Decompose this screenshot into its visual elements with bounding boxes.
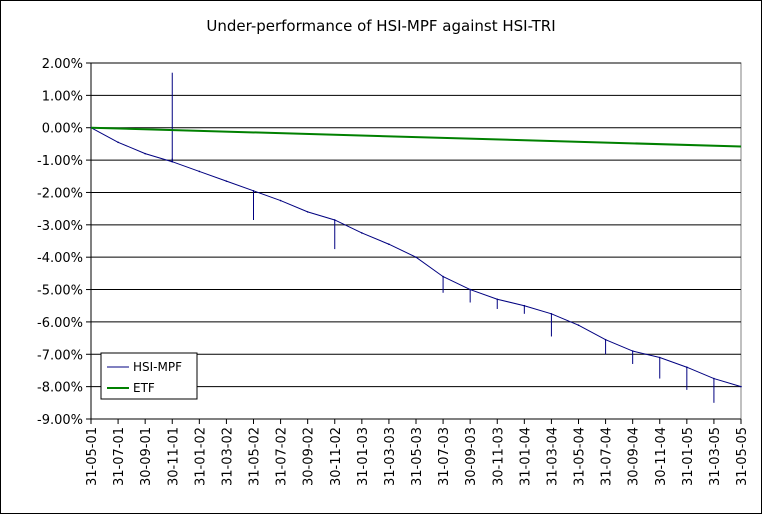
y-tick-label: -1.00% (37, 154, 83, 169)
y-tick-label: -6.00% (37, 316, 83, 331)
y-tick-label: -8.00% (37, 381, 83, 396)
series-point-hsi-mpf (144, 152, 146, 155)
legend-box (100, 352, 198, 400)
series-point-hsi-mpf (225, 180, 228, 182)
legend: HSI-MPF ETF (100, 352, 198, 400)
y-tick-label: -4.00% (37, 251, 83, 266)
series-point-hsi-mpf (415, 256, 417, 258)
series-point-hsi-mpf (117, 141, 119, 144)
y-tick-label: 1.00% (42, 89, 83, 104)
x-tick-label: 31-01-04 (518, 427, 533, 486)
x-tick-label: 30-11-02 (329, 427, 344, 486)
x-tick-label: 31-05-03 (410, 427, 425, 486)
series-point-hsi-mpf (388, 243, 390, 246)
series-group (90, 72, 742, 403)
x-tick-label: 31-03-04 (545, 427, 560, 486)
x-tick-label: 31-05-04 (573, 427, 588, 486)
x-tick-label: 30-11-01 (166, 427, 181, 486)
series-point-hsi-mpf (577, 324, 580, 326)
x-tick-label: 30-11-03 (491, 427, 506, 486)
series-point-hsi-mpf (306, 211, 309, 213)
legend-label-etf: ETF (133, 381, 155, 395)
x-tick-label: 31-07-04 (600, 427, 615, 486)
y-tick-label: -2.00% (37, 186, 83, 201)
axes: 2.00% 1.00% 0.00% -1.00% -2.00% -3.00% -4.00% -… (37, 57, 750, 486)
x-tick-label: 30-09-03 (464, 427, 479, 486)
y-tick-label: -7.00% (37, 348, 83, 363)
x-tick-label: 31-01-03 (356, 427, 371, 486)
x-tick-label: 31-05-02 (248, 427, 263, 486)
x-tick-label: 31-07-03 (437, 427, 452, 486)
series-point-hsi-mpf (361, 232, 363, 234)
y-tick-label: -5.00% (37, 284, 83, 299)
x-tick-label: 31-01-02 (193, 427, 208, 486)
y-tick-label: 2.00% (42, 57, 83, 72)
y-tick-label: -3.00% (37, 219, 83, 234)
x-tick-label: 30-09-02 (302, 427, 317, 486)
legend-label-hsi-mpf: HSI-MPF (133, 360, 182, 374)
x-tick-label: 31-03-03 (383, 427, 398, 486)
x-tick-label: 30-11-04 (654, 427, 669, 486)
x-tick-label: 30-09-04 (627, 427, 642, 486)
series-point-hsi-mpf (198, 170, 201, 173)
y-tick-label: 0.00% (42, 122, 83, 137)
series-point-hsi-mpf (740, 385, 742, 388)
y-tick-label: -9.00% (37, 413, 83, 428)
x-tick-label: 31-03-05 (708, 427, 723, 486)
x-tick-label: 31-05-05 (735, 427, 750, 486)
series-point-hsi-mpf (279, 199, 282, 202)
x-tick-label: 31-05-01 (85, 427, 100, 486)
x-tick-label: 31-01-05 (681, 427, 696, 486)
x-tick-label: 31-07-01 (112, 427, 127, 486)
chart-title: Under-performance of HSI-MPF against HSI… (206, 17, 556, 35)
x-tick-label: 31-03-02 (220, 427, 235, 486)
series-line-etf (90, 126, 742, 148)
x-tick-label: 31-07-02 (275, 427, 290, 486)
x-tick-label: 30-09-01 (139, 427, 154, 486)
